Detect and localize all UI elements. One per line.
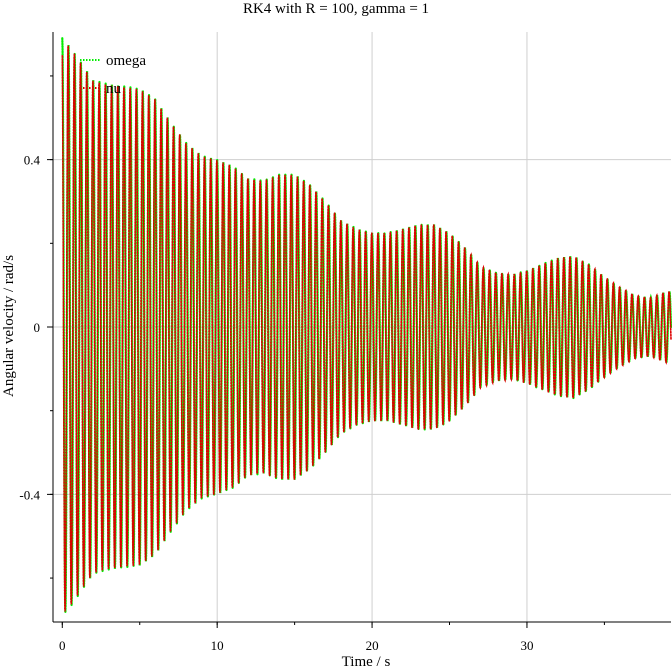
- series-nu: [61, 45, 672, 612]
- y-axis-label: Angular velocity / rad/s: [1, 255, 17, 397]
- x-tick-label: 0: [59, 638, 66, 653]
- series-line-nu: [61, 45, 672, 612]
- legend-label-nu: nu: [106, 81, 122, 97]
- x-tick-label: 30: [520, 638, 533, 653]
- chart-title: RK4 with R = 100, gamma = 1: [243, 1, 429, 17]
- x-tick-label: 20: [366, 638, 379, 653]
- y-tick-label: 0: [34, 320, 41, 335]
- x-tick-label: 10: [211, 638, 224, 653]
- y-tick-label: 0.4: [24, 153, 41, 168]
- y-tick-label: -0.4: [19, 487, 40, 502]
- ticks: 0 10 20 30 0.4 0 -0.4: [19, 75, 605, 653]
- series-layer: [61, 37, 672, 613]
- x-axis-label: Time / s: [342, 654, 391, 670]
- legend-label-omega: omega: [106, 53, 146, 69]
- legend: omega nu: [80, 53, 146, 97]
